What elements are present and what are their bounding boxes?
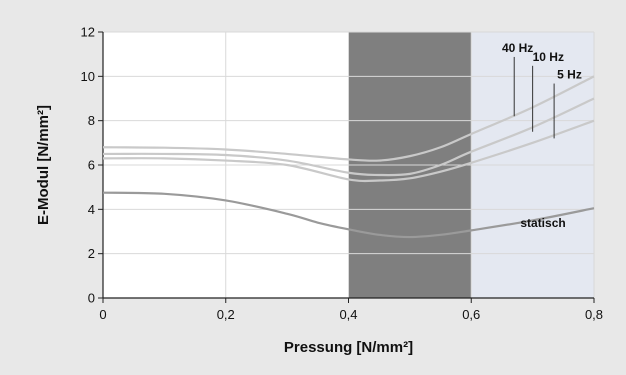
x-tick-label: 0	[99, 307, 106, 322]
series-label: 10 Hz	[533, 50, 564, 64]
series-line-statisch	[102, 191, 595, 239]
series-label: 5 Hz	[557, 68, 582, 82]
y-tick-label: 4	[88, 202, 95, 217]
series-line-5-hz	[102, 119, 595, 183]
y-tick-label: 10	[81, 69, 95, 84]
series-label: 40 Hz	[502, 41, 533, 55]
y-tick-label: 8	[88, 113, 95, 128]
x-axis-title: Pressung [N/mm²]	[284, 339, 413, 356]
x-tick-label: 0,8	[585, 307, 603, 322]
series-line-40-hz	[102, 75, 595, 162]
x-tick-label: 0,4	[339, 307, 357, 322]
y-axis-title: E-Modul [N/mm²]	[35, 105, 52, 225]
y-tick-label: 2	[88, 246, 95, 261]
x-tick-label: 0,6	[462, 307, 480, 322]
series-label: statisch	[520, 216, 565, 230]
series-line-10-hz	[102, 97, 595, 177]
y-tick-label: 0	[88, 291, 95, 306]
y-tick-label: 12	[81, 25, 95, 40]
x-tick-label: 0,2	[217, 307, 235, 322]
y-tick-label: 6	[88, 158, 95, 173]
